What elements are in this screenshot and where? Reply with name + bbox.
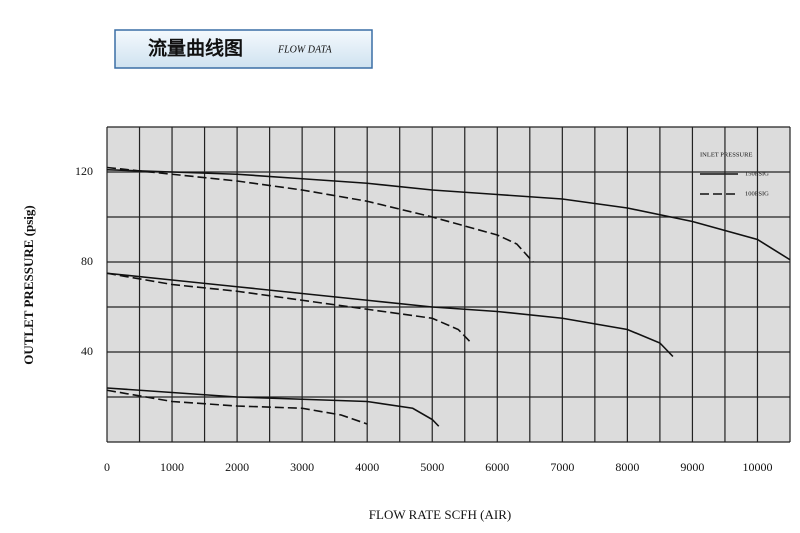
- series-line: [106, 166, 534, 263]
- title-box: [114, 29, 373, 69]
- chart-subtitle: FLOW DATA: [277, 44, 333, 55]
- series-line: [106, 168, 791, 261]
- legend: INLET PRESSURE150PSIG100PSIG: [690, 143, 788, 207]
- x-tick-label: 8000: [615, 460, 639, 474]
- y-tick-label: 120: [75, 164, 93, 178]
- x-tick-label: 7000: [550, 460, 574, 474]
- x-tick-label: 5000: [420, 460, 444, 474]
- x-tick-label: 4000: [355, 460, 379, 474]
- series-line: [106, 272, 674, 358]
- chart-title: 流量曲线图: [148, 37, 243, 60]
- series-line: [106, 389, 368, 425]
- legend-title: INLET PRESSURE: [700, 151, 752, 158]
- x-tick-label: 3000: [290, 460, 314, 474]
- legend-box: [690, 143, 788, 207]
- x-tick-label: 0: [104, 460, 110, 474]
- x-tick-label: 9000: [680, 460, 704, 474]
- x-tick-label: 2000: [225, 460, 249, 474]
- y-tick-label: 40: [81, 344, 93, 358]
- x-tick-label: 10000: [742, 460, 772, 474]
- x-tick-label: 6000: [485, 460, 509, 474]
- x-axis-label: FLOW RATE SCFH (AIR): [369, 507, 511, 522]
- series-line: [106, 272, 472, 344]
- y-tick-label: 80: [81, 254, 93, 268]
- y-axis-label: OUTLET PRESSURE (psig): [21, 205, 36, 364]
- x-tick-label: 1000: [160, 460, 184, 474]
- series-line: [106, 387, 440, 427]
